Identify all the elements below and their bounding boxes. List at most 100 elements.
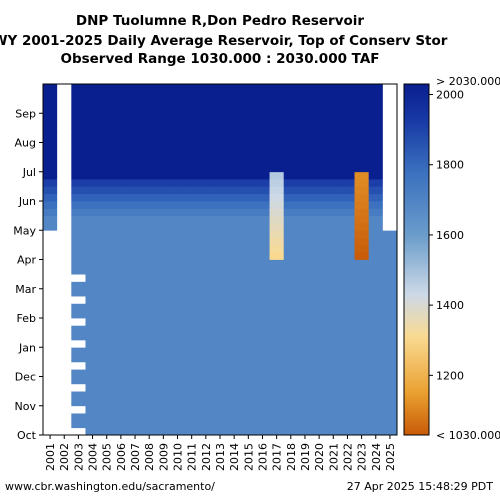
colorbar-tick-label: 1600: [436, 229, 464, 242]
heatmap-cell: [340, 193, 355, 202]
heatmap-cell: [113, 135, 129, 143]
heatmap-cell: [184, 135, 200, 143]
heatmap-cell: [297, 398, 313, 407]
heatmap-cell: [156, 157, 171, 165]
heatmap-cell: [99, 281, 115, 290]
heatmap-cell: [283, 179, 299, 187]
heatmap-cell: [283, 339, 299, 348]
heatmap-cell: [312, 259, 327, 268]
heatmap-cell: [382, 252, 398, 260]
heatmap-cell: [326, 127, 341, 136]
heatmap-cell: [85, 332, 101, 341]
heatmap-cell: [297, 84, 313, 92]
heatmap-cell: [85, 127, 101, 136]
heatmap-cell: [99, 127, 115, 136]
heatmap-cell: [142, 164, 157, 173]
heatmap-cell: [368, 105, 384, 114]
heatmap-cell: [71, 98, 86, 107]
heatmap-cell: [312, 208, 327, 217]
heatmap-cell: [297, 325, 313, 334]
heatmap-cell: [241, 376, 256, 385]
heatmap-cell: [255, 252, 270, 260]
heatmap-cell: [212, 288, 228, 297]
heatmap-cell: [57, 127, 72, 136]
heatmap-cell: [368, 142, 384, 151]
heatmap-cell: [297, 120, 313, 129]
heatmap-cell: [340, 369, 355, 377]
heatmap-cell: [198, 98, 214, 107]
heatmap-cell: [340, 149, 355, 158]
heatmap-cell: [99, 113, 115, 121]
heatmap-cell: [255, 164, 270, 173]
heatmap-cell: [170, 105, 185, 114]
y-tick-label: Aug: [15, 137, 36, 150]
heatmap-cell: [269, 383, 285, 392]
heatmap-cell: [43, 149, 58, 158]
heatmap-cell: [170, 413, 185, 421]
heatmap-cell: [340, 361, 355, 370]
heatmap-cell: [340, 230, 355, 238]
heatmap-cell: [43, 391, 58, 399]
heatmap-cell: [340, 339, 355, 348]
heatmap-cell: [71, 383, 86, 392]
heatmap-cell: [156, 281, 171, 290]
heatmap-cell: [170, 274, 185, 282]
heatmap-cell: [269, 288, 285, 297]
heatmap-cell: [57, 420, 72, 429]
heatmap-cell: [382, 215, 398, 224]
heatmap-cell: [297, 339, 313, 348]
heatmap-cell: [99, 215, 115, 224]
heatmap-cell: [212, 157, 228, 165]
heatmap-cell: [113, 354, 129, 363]
heatmap-cell: [368, 91, 384, 100]
heatmap-cell: [382, 149, 398, 158]
heatmap-cell: [241, 135, 256, 143]
heatmap-cell: [99, 164, 115, 173]
heatmap-cell: [170, 325, 185, 334]
heatmap-cell: [198, 91, 214, 100]
heatmap-cell: [241, 310, 256, 319]
heatmap-cell: [113, 105, 129, 114]
heatmap-cell: [227, 237, 242, 246]
heatmap-cell: [312, 281, 327, 290]
heatmap-cell: [340, 171, 355, 180]
heatmap-cell: [184, 354, 200, 363]
heatmap-cell: [170, 244, 185, 253]
y-tick-label: Jan: [18, 341, 36, 354]
heatmap-cell: [85, 296, 101, 304]
heatmap-cell: [212, 398, 228, 407]
heatmap-cell: [184, 303, 200, 312]
heatmap-cell: [212, 201, 228, 209]
heatmap-cell: [212, 369, 228, 377]
heatmap-cell: [156, 113, 171, 121]
heatmap-cell: [368, 354, 384, 363]
heatmap-cell: [198, 171, 214, 180]
heatmap-cell: [269, 98, 285, 107]
heatmap-cell: [142, 310, 157, 319]
heatmap-cell: [127, 318, 143, 326]
heatmap-cell: [99, 186, 115, 195]
heatmap-cell: [170, 84, 185, 92]
heatmap-cell: [312, 179, 327, 187]
heatmap-cell: [43, 222, 58, 231]
heatmap-cell: [241, 427, 256, 436]
colorbar-tick-label: 1400: [436, 299, 464, 312]
heatmap-cell: [170, 142, 185, 151]
heatmap-cell: [127, 193, 143, 202]
heatmap-cell: [142, 413, 157, 421]
heatmap-cell: [326, 413, 341, 421]
heatmap-cell: [382, 398, 398, 407]
heatmap-cell: [340, 354, 355, 363]
heatmap-cell: [127, 113, 143, 121]
heatmap-cell: [312, 361, 327, 370]
heatmap-cell: [43, 296, 58, 304]
heatmap-cell: [297, 142, 313, 151]
heatmap-cell: [297, 310, 313, 319]
heatmap-cell: [156, 347, 171, 355]
heatmap-cell: [269, 281, 285, 290]
heatmap-cell: [198, 193, 214, 202]
x-tick-label: 2006: [115, 443, 128, 471]
heatmap-cell: [57, 303, 72, 312]
heatmap-cell: [255, 310, 270, 319]
